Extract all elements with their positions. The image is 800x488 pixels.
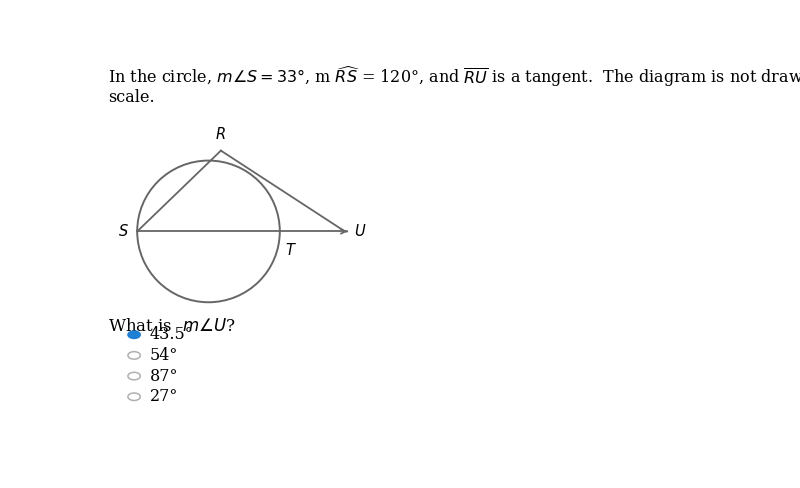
Text: U: U [354, 224, 365, 239]
Text: 27°: 27° [150, 388, 178, 405]
Text: scale.: scale. [108, 89, 154, 105]
Text: In the circle, $m\angle S = 33°$, m $\widehat{RS}$ = 120°, and $\overline{RU}$ i: In the circle, $m\angle S = 33°$, m $\wi… [108, 64, 800, 89]
Text: What is  $m\angle U$?: What is $m\angle U$? [108, 318, 236, 335]
Text: R: R [216, 127, 226, 142]
Text: 43.5°: 43.5° [150, 326, 194, 343]
Text: S: S [118, 224, 128, 239]
Text: 54°: 54° [150, 347, 178, 364]
Text: 87°: 87° [150, 367, 178, 385]
Circle shape [128, 331, 140, 339]
Text: T: T [286, 243, 294, 258]
